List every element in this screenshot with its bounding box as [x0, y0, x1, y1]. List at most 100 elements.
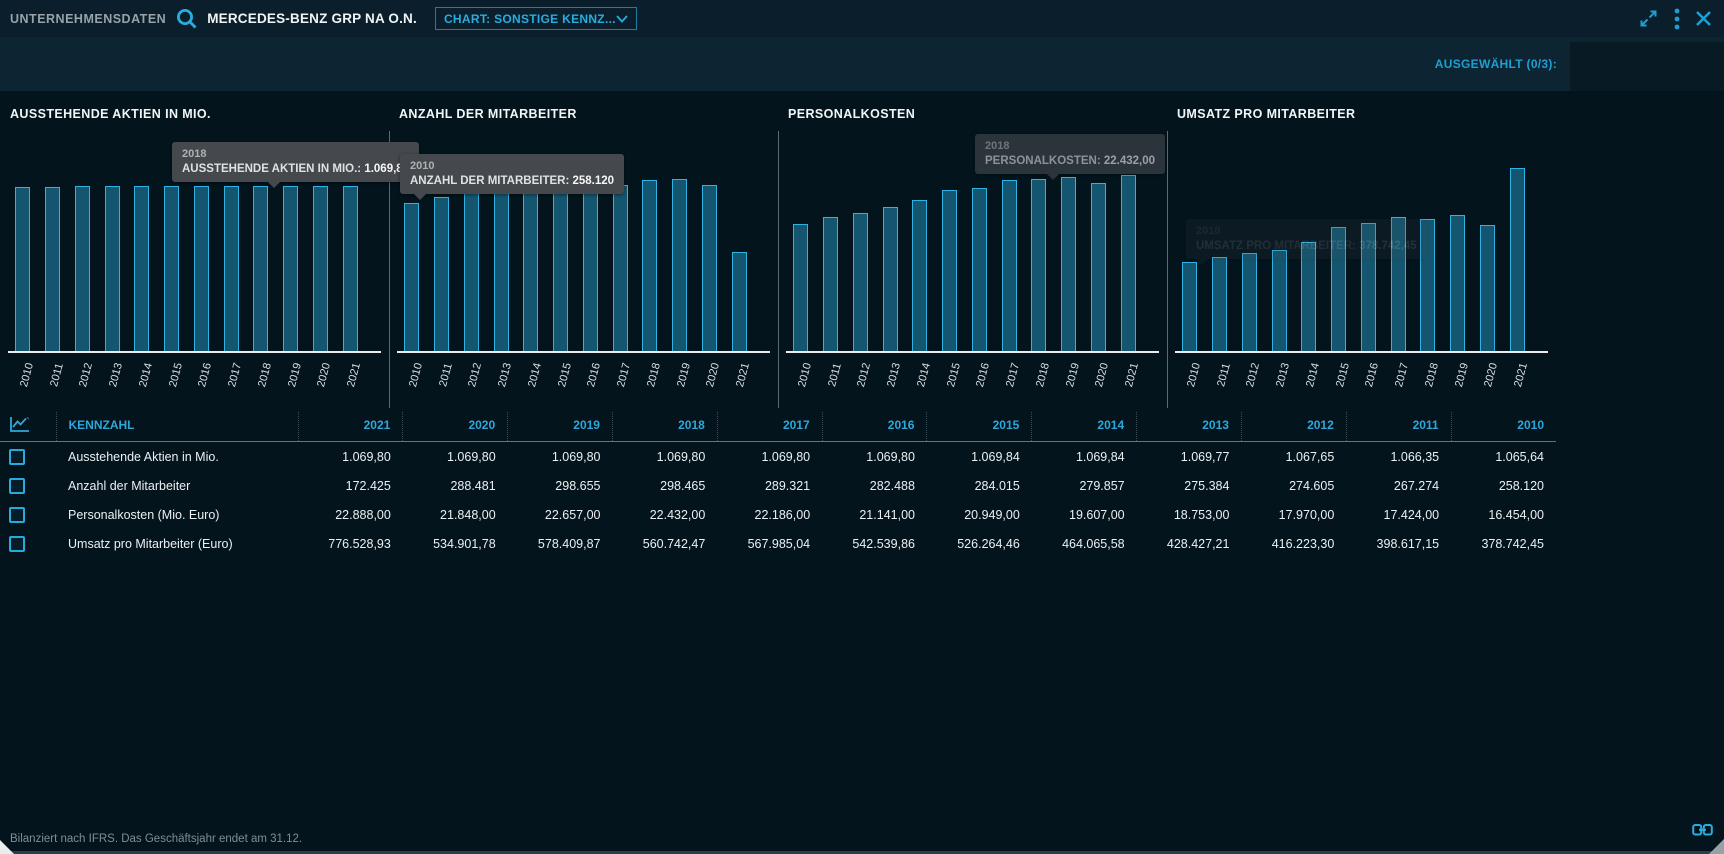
charts-row: AUSSTEHENDE AKTIEN IN MIO.20102011201220… — [0, 91, 1556, 412]
chart-title: ANZAHL DER MITARBEITER — [399, 107, 577, 121]
chart-title: PERSONALKOSTEN — [788, 107, 915, 121]
bar-2015[interactable] — [942, 190, 957, 351]
x-axis-label: 2020 — [704, 362, 722, 389]
metric-value: 274.605 — [1241, 471, 1346, 500]
tooltip-label: ANZAHL DER MITARBEITER: — [410, 175, 569, 187]
x-axis-label: 2021 — [345, 362, 363, 389]
x-axis-label: 2012 — [77, 362, 95, 389]
x-axis-label: 2016 — [585, 362, 603, 389]
tooltip-value-line: ANZAHL DER MITARBEITER: 258.120 — [410, 175, 614, 187]
metric-value: 378.742,45 — [1451, 529, 1556, 558]
bar-2017[interactable] — [224, 186, 239, 351]
bar-2018[interactable] — [642, 180, 657, 351]
bar-2012[interactable] — [853, 213, 868, 351]
x-axis-label: 2018 — [645, 362, 663, 389]
x-axis-label: 2017 — [1393, 362, 1411, 389]
topbar-icons — [1638, 0, 1712, 37]
chart-tooltip: 2018AUSSTEHENDE AKTIEN IN MIO.: 1.069,80 — [172, 142, 419, 182]
bar-2021[interactable] — [343, 186, 358, 351]
bar-2011[interactable] — [45, 187, 60, 351]
bar-2019[interactable] — [672, 179, 687, 351]
bar-2021[interactable] — [1121, 175, 1136, 351]
x-axis-label: 2016 — [1363, 362, 1381, 389]
x-axis-labels: 2010201120122013201420152016201720182019… — [8, 357, 381, 409]
row-checkbox[interactable] — [9, 478, 25, 494]
x-axis-label: 2019 — [286, 362, 304, 389]
table-row: Anzahl der Mitarbeiter172.425288.481298.… — [0, 471, 1556, 500]
kebab-menu-icon[interactable] — [1674, 8, 1680, 30]
row-checkbox[interactable] — [9, 507, 25, 523]
bar-2010[interactable] — [793, 224, 808, 351]
tooltip-label: UMSATZ PRO MITARBEITER: — [1196, 240, 1356, 252]
bar-2016[interactable] — [583, 189, 598, 351]
x-axis-label: 2019 — [1064, 362, 1082, 389]
bar-2012[interactable] — [464, 193, 479, 351]
bar-2020[interactable] — [313, 186, 328, 351]
chart-tooltip: 2010UMSATZ PRO MITARBEITER: 378.742,45 — [1186, 219, 1427, 259]
tooltip-value-line: PERSONALKOSTEN: 22.432,00 — [985, 155, 1155, 167]
chart-tooltip: 2010ANZAHL DER MITARBEITER: 258.120 — [400, 154, 624, 194]
bar-2011[interactable] — [823, 217, 838, 351]
bar-2013[interactable] — [883, 207, 898, 351]
chart-divider — [778, 131, 779, 408]
close-icon[interactable] — [1695, 10, 1712, 27]
bar-2018[interactable] — [253, 186, 268, 351]
x-axis-labels: 2010201120122013201420152016201720182019… — [786, 357, 1159, 409]
metric-value: 22.657,00 — [508, 500, 613, 529]
expand-icon[interactable] — [1638, 8, 1659, 29]
bar-2011[interactable] — [1212, 257, 1227, 351]
metric-value: 275.384 — [1137, 471, 1242, 500]
bar-2015[interactable] — [553, 188, 568, 351]
bar-2017[interactable] — [613, 185, 628, 351]
chart-1: AUSSTEHENDE AKTIEN IN MIO.20102011201220… — [0, 91, 389, 412]
bar-2014[interactable] — [912, 200, 927, 351]
bar-2021[interactable] — [732, 252, 747, 351]
bar-2019[interactable] — [283, 186, 298, 351]
metric-value: 1.069,80 — [717, 442, 822, 472]
tooltip-year: 2018 — [985, 140, 1155, 152]
x-axis-label: 2018 — [1034, 362, 1052, 389]
bar-2019[interactable] — [1450, 215, 1465, 351]
x-axis-label: 2011 — [826, 362, 844, 388]
bar-2016[interactable] — [194, 186, 209, 351]
row-checkbox[interactable] — [9, 449, 25, 465]
accounting-note: Bilanziert nach IFRS. Das Geschäftsjahr … — [10, 833, 302, 845]
bar-2020[interactable] — [702, 185, 717, 351]
metric-value: 279.857 — [1032, 471, 1137, 500]
bar-2011[interactable] — [434, 197, 449, 351]
chart-type-dropdown[interactable]: CHART: SONSTIGE KENNZ... — [435, 7, 637, 30]
bar-2017[interactable] — [1002, 180, 1017, 351]
bar-2010[interactable] — [15, 187, 30, 351]
x-axis-label: 2010 — [18, 362, 36, 389]
search-icon[interactable] — [175, 7, 198, 30]
bar-2020[interactable] — [1091, 183, 1106, 351]
bar-2019[interactable] — [1061, 177, 1076, 351]
bar-2021[interactable] — [1510, 168, 1525, 351]
x-axis-labels: 2010201120122013201420152016201720182019… — [397, 357, 770, 409]
metric-value: 1.069,77 — [1137, 442, 1242, 472]
chart-title: UMSATZ PRO MITARBEITER — [1177, 107, 1355, 121]
bar-2016[interactable] — [972, 188, 987, 351]
bar-2013[interactable] — [1272, 250, 1287, 351]
bar-2013[interactable] — [105, 186, 120, 351]
x-axis-label: 2015 — [945, 362, 963, 389]
bar-2010[interactable] — [404, 203, 419, 351]
resize-grip[interactable] — [1709, 839, 1724, 854]
kpi-table: KENNZAHL20212020201920182017201620152014… — [0, 412, 1556, 558]
metric-value: 1.069,84 — [1032, 442, 1137, 472]
bar-2010[interactable] — [1182, 262, 1197, 351]
table-header-row: KENNZAHL20212020201920182017201620152014… — [0, 412, 1556, 442]
metric-value: 526.264,46 — [927, 529, 1032, 558]
bar-2014[interactable] — [134, 186, 149, 351]
bar-2013[interactable] — [494, 193, 509, 351]
row-checkbox[interactable] — [9, 536, 25, 552]
bar-2015[interactable] — [164, 186, 179, 351]
bar-2020[interactable] — [1480, 225, 1495, 351]
bar-2012[interactable] — [75, 186, 90, 351]
tooltip-arrow — [268, 182, 280, 188]
bar-2018[interactable] — [1031, 179, 1046, 351]
metric-value: 1.067,65 — [1241, 442, 1346, 472]
metric-value: 22.432,00 — [612, 500, 717, 529]
bar-2014[interactable] — [523, 190, 538, 351]
bar-2012[interactable] — [1242, 253, 1257, 351]
